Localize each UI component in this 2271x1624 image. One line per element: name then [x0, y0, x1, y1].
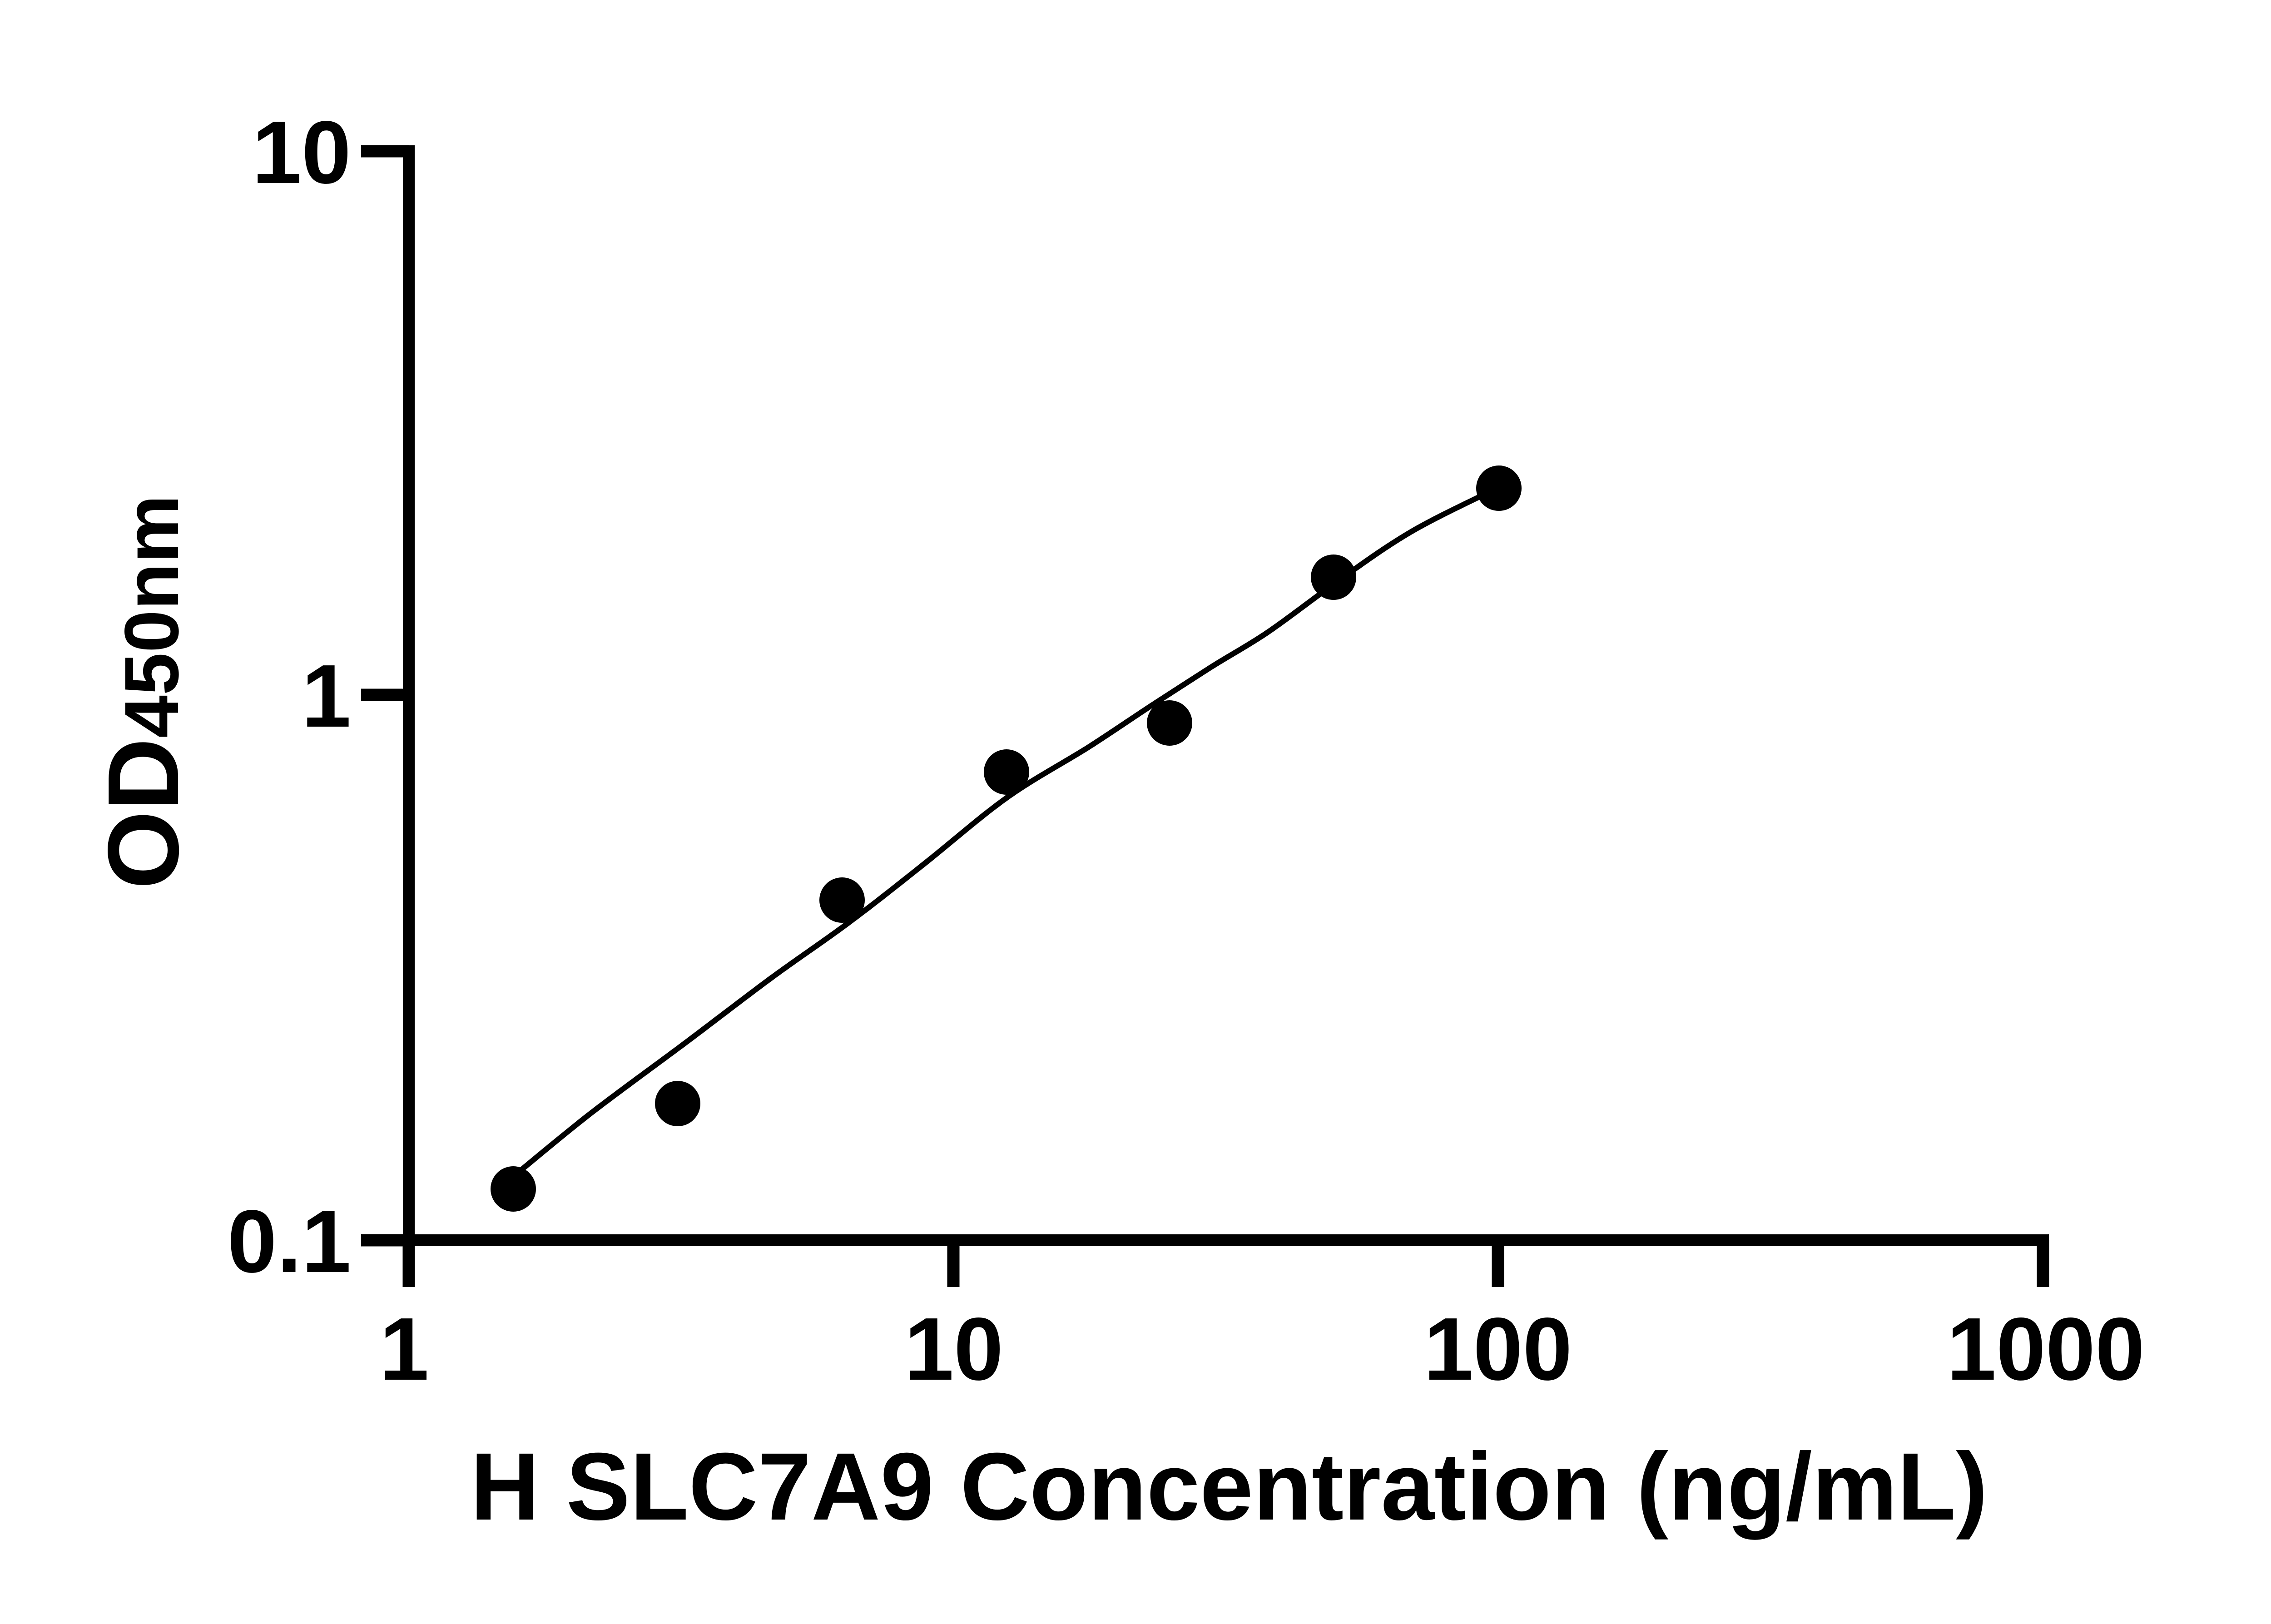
svg-text:0.1: 0.1 — [228, 1192, 351, 1291]
svg-text:10: 10 — [904, 1299, 1003, 1399]
svg-text:OD450nm: OD450nm — [87, 495, 200, 889]
svg-text:10: 10 — [252, 103, 351, 202]
svg-text:100: 100 — [1423, 1299, 1572, 1399]
svg-text:H SLC7A9 Concentration (ng/mL): H SLC7A9 Concentration (ng/mL) — [471, 1433, 1988, 1540]
svg-text:1000: 1000 — [1947, 1299, 2145, 1399]
svg-text:1: 1 — [302, 646, 351, 746]
svg-text:1: 1 — [379, 1299, 429, 1399]
